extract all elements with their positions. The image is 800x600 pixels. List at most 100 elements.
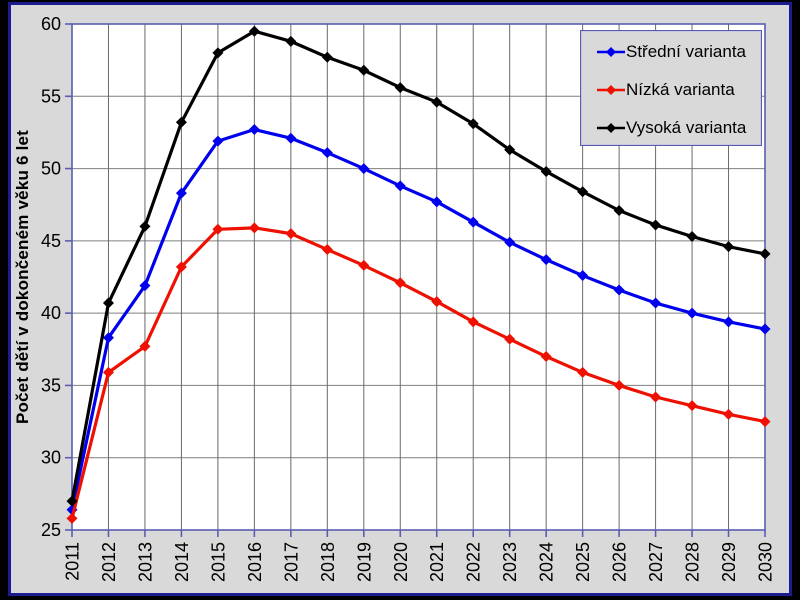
y-tick-label: 25 [41, 520, 61, 540]
x-tick-label: 2030 [756, 542, 776, 582]
data-point-marker [285, 35, 297, 47]
x-tick-label: 2015 [208, 542, 228, 582]
x-tick-label: 2027 [646, 542, 666, 582]
y-tick-label: 45 [41, 231, 61, 251]
series-line [70, 29, 766, 502]
data-point-marker [686, 400, 698, 412]
data-point-marker [686, 307, 698, 319]
x-tick-label: 2020 [391, 542, 411, 582]
data-point-marker [504, 144, 516, 156]
data-point-marker [504, 333, 516, 345]
data-point-marker [321, 51, 333, 63]
data-point-marker [102, 332, 114, 344]
data-point-marker [467, 118, 479, 130]
data-point-marker [723, 316, 735, 328]
x-tick-label: 2026 [610, 542, 630, 582]
legend-item: Střední varianta [597, 33, 761, 71]
x-tick-label: 2028 [683, 542, 703, 582]
legend-label: Vysoká varianta [626, 118, 747, 137]
x-tick-label: 2029 [719, 542, 739, 582]
x-tick-label: 2012 [99, 542, 119, 582]
data-point-marker [577, 186, 589, 198]
data-point-marker [394, 82, 406, 94]
data-point-marker [394, 180, 406, 192]
data-point-marker [139, 340, 151, 352]
data-point-marker [102, 297, 114, 309]
x-tick-label: 2018 [318, 542, 338, 582]
data-point-marker [358, 163, 370, 175]
data-point-marker [504, 236, 516, 248]
data-point-marker [175, 187, 187, 199]
y-tick-label: 35 [41, 375, 61, 395]
data-point-marker [175, 261, 187, 273]
y-tick-label: 55 [41, 86, 61, 106]
y-tick-label: 50 [41, 159, 61, 179]
data-point-marker [540, 351, 552, 363]
legend-marker-icon [597, 123, 625, 133]
series-line [70, 226, 766, 519]
data-point-marker [321, 244, 333, 256]
data-point-marker [248, 25, 260, 37]
x-tick-label: 2017 [281, 542, 301, 582]
x-tick-label: 2016 [245, 542, 265, 582]
x-tick-label: 2014 [172, 542, 192, 582]
data-point-marker [613, 204, 625, 216]
data-point-marker [650, 297, 662, 309]
data-point-marker [467, 316, 479, 328]
y-tick-label: 30 [41, 448, 61, 468]
data-point-marker [723, 408, 735, 420]
data-point-marker [212, 223, 224, 235]
data-point-marker [686, 231, 698, 243]
x-tick-label: 2022 [464, 542, 484, 582]
x-tick-label: 2013 [135, 542, 155, 582]
data-point-marker [540, 165, 552, 177]
data-point-marker [650, 219, 662, 231]
x-tick-label: 2011 [63, 542, 83, 581]
data-point-marker [358, 259, 370, 271]
data-point-marker [759, 248, 771, 260]
data-point-marker [394, 277, 406, 289]
data-point-marker [248, 222, 260, 234]
data-point-marker [759, 323, 771, 335]
data-point-marker [212, 47, 224, 59]
series-line [70, 127, 766, 511]
data-point-marker [212, 135, 224, 147]
x-tick-label: 2023 [500, 542, 520, 582]
data-point-marker [431, 196, 443, 208]
data-point-marker [175, 116, 187, 128]
data-point-marker [102, 366, 114, 378]
data-point-marker [467, 216, 479, 228]
data-point-marker [285, 132, 297, 144]
data-point-marker [613, 284, 625, 296]
data-point-marker [66, 495, 78, 507]
data-point-marker [759, 416, 771, 428]
y-tick-label: 40 [41, 303, 61, 323]
data-point-marker [285, 228, 297, 240]
x-tick-label: 2024 [537, 542, 557, 582]
x-tick-label: 2019 [354, 542, 374, 582]
data-point-marker [66, 512, 78, 524]
data-point-marker [248, 124, 260, 136]
legend-marker-icon [597, 47, 625, 57]
data-point-marker [431, 96, 443, 108]
data-point-marker [431, 296, 443, 308]
data-point-marker [577, 270, 589, 282]
legend-item: Vysoká varianta [597, 109, 761, 147]
legend-item: Nízká varianta [597, 71, 761, 109]
plot-border [71, 23, 766, 531]
data-point-marker [139, 220, 151, 232]
data-point-marker [577, 366, 589, 378]
y-tick-label: 60 [41, 14, 61, 34]
data-point-marker [321, 147, 333, 159]
legend-marker-icon [597, 85, 625, 95]
data-point-marker [540, 254, 552, 266]
data-point-marker [723, 241, 735, 253]
data-point-marker [613, 379, 625, 391]
data-point-marker [358, 64, 370, 76]
data-point-marker [650, 391, 662, 403]
legend-label: Střední varianta [626, 42, 747, 61]
legend-label: Nízká varianta [626, 80, 735, 99]
legend: Střední varianta Nízká varianta Vysoká var… [580, 30, 762, 146]
x-tick-label: 2025 [573, 542, 593, 582]
